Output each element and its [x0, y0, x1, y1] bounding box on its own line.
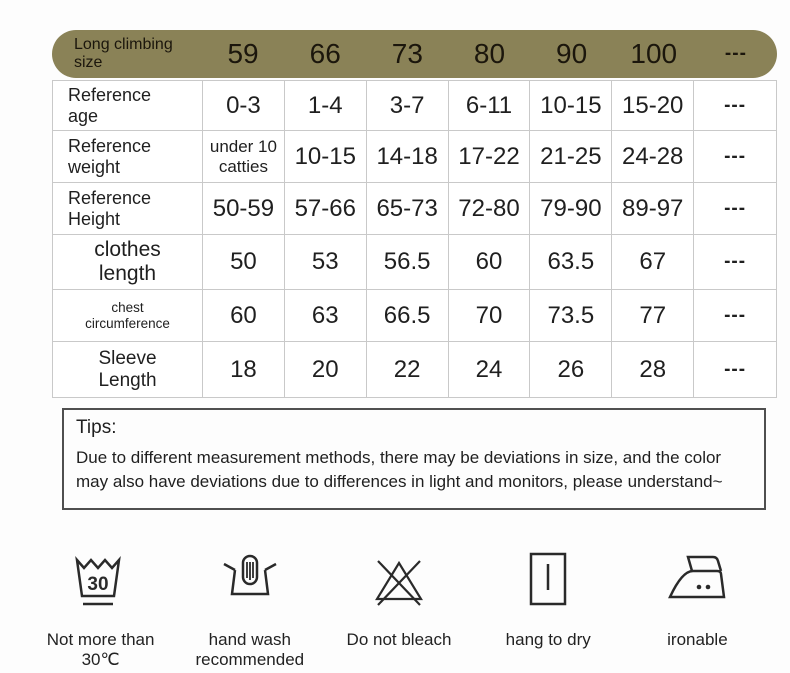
table-cell: 66.5: [366, 290, 449, 342]
care-label: hand wash recommended: [195, 630, 305, 670]
care-label: Do not bleach: [346, 630, 452, 649]
table-cell: 67: [612, 235, 695, 290]
row-label-reference-height: Reference Height: [53, 183, 203, 235]
table-cell: 14-18: [366, 131, 449, 183]
table-cell: 28: [612, 342, 695, 397]
table-cell: 77: [612, 290, 695, 342]
table-cell: 72-80: [448, 183, 531, 235]
header-size-cell: 59: [227, 38, 259, 69]
table-cell: 50: [203, 235, 285, 290]
care-label: hang to dry: [505, 630, 591, 649]
care-item-hand-wash: hand wash recommended: [175, 548, 324, 671]
care-item-ironable: ironable: [623, 548, 772, 671]
table-cell: 10-15: [284, 131, 367, 183]
table-cell: 21-25: [530, 131, 613, 183]
care-item-wash-30: 30 Not more than 30℃: [26, 548, 175, 671]
table-cell: 22: [367, 342, 449, 397]
table-cell: ---: [694, 290, 776, 342]
row-label-reference-age: Reference age: [53, 81, 203, 131]
header-size-cell: 100: [630, 38, 678, 69]
table-cell: 20: [285, 342, 367, 397]
table-cell: ---: [694, 131, 776, 183]
table-cell: 24-28: [612, 131, 695, 183]
row-label-chest-circumference: chest circumference: [53, 290, 203, 342]
header-label: Long climbing size: [74, 36, 173, 71]
care-instructions-row: 30 Not more than 30℃ hand wash recommend…: [26, 548, 772, 671]
table-cell: 50-59: [203, 183, 285, 235]
table-cell: ---: [724, 358, 747, 380]
size-table: Long climbing size 59 66 73 80 90 100 --…: [52, 30, 777, 398]
table-cell: 10-15: [530, 81, 613, 131]
table-cell: 1-4: [284, 81, 367, 131]
header-label-cell: Long climbing size: [52, 36, 202, 72]
table-cell: 17-22: [448, 131, 531, 183]
table-cell: 6-11: [448, 81, 531, 131]
table-cell: 3-7: [366, 81, 449, 131]
do-not-bleach-icon: [367, 548, 431, 622]
tips-body-text: Due to different measurement methods, th…: [76, 448, 723, 492]
table-cell: 79-90: [530, 183, 613, 235]
table-cell: 89-97: [612, 183, 695, 235]
iron-icon: [665, 548, 729, 622]
row-label-clothes-length: clothes length: [53, 235, 203, 290]
tips-heading: Tips:: [76, 417, 117, 438]
row-label-sleeve-length: Sleeve Length: [53, 342, 203, 397]
table-cell: under 10 catties: [203, 131, 285, 183]
care-item-do-not-bleach: Do not bleach: [324, 548, 473, 671]
size-table-header-row: Long climbing size 59 66 73 80 90 100 --…: [52, 30, 777, 78]
table-cell: 60: [203, 290, 285, 342]
table-cell: ---: [694, 183, 776, 235]
table-cell: 26: [530, 342, 613, 397]
table-cell: 63.5: [530, 235, 613, 290]
hand-wash-icon: [218, 548, 282, 622]
table-cell: 56.5: [366, 235, 449, 290]
table-cell: 60: [448, 235, 531, 290]
size-table-body: Reference age 0-3 1-4 3-7 6-11 10-15 15-…: [52, 80, 777, 398]
table-cell: 65-73: [366, 183, 449, 235]
header-size-cell: 90: [556, 38, 588, 69]
table-cell: 15-20: [612, 81, 695, 131]
row-label-reference-weight: Reference weight: [53, 131, 203, 183]
tips-box: Tips: Due to different measurement metho…: [62, 408, 766, 510]
wash-temp-number: 30: [87, 574, 108, 595]
care-label: ironable: [667, 630, 728, 649]
header-size-cell: 66: [309, 38, 341, 69]
table-cell: 0-3: [203, 81, 285, 131]
table-cell: 53: [284, 235, 367, 290]
header-size-cell: 80: [473, 38, 506, 69]
hang-to-dry-icon: [516, 548, 580, 622]
header-dash-cell: ---: [724, 43, 747, 64]
table-cell: 63: [284, 290, 367, 342]
table-cell: 57-66: [284, 183, 367, 235]
care-item-hang-to-dry: hang to dry: [474, 548, 623, 671]
table-cell: 24: [449, 342, 531, 397]
header-size-cell: 73: [391, 38, 423, 69]
table-cell: 73.5: [530, 290, 613, 342]
table-cell: 18: [203, 342, 285, 397]
wash-30-icon: 30: [69, 548, 133, 622]
table-cell: ---: [694, 235, 776, 290]
table-cell: 70: [448, 290, 531, 342]
care-label: Not more than 30℃: [46, 630, 155, 670]
table-cell: ---: [694, 81, 776, 131]
